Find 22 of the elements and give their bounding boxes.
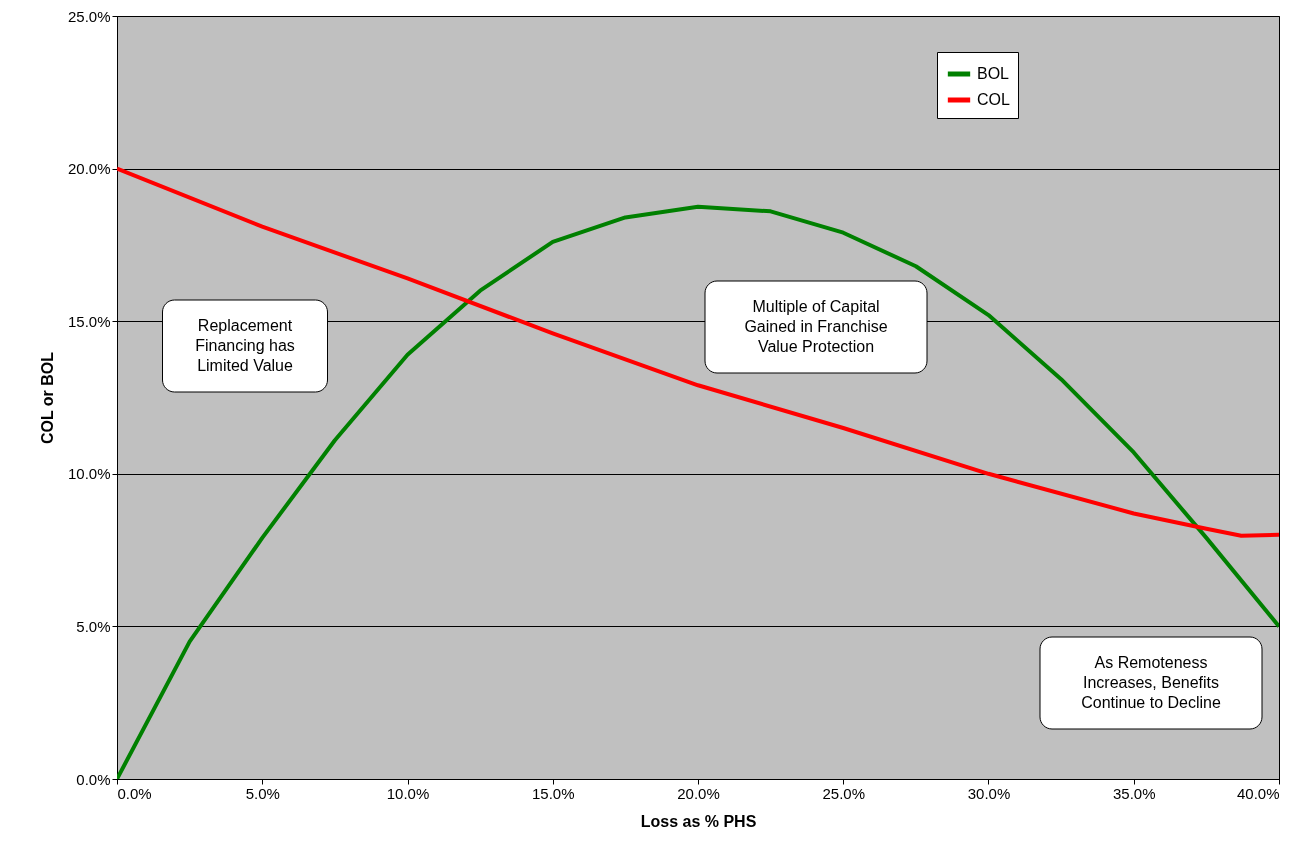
y-tick-label: 0.0% xyxy=(76,770,111,788)
y-axis-title: COL or BOL xyxy=(38,351,56,445)
x-tick-label: 40.0% xyxy=(1236,784,1280,802)
y-tick-label: 10.0% xyxy=(67,465,111,483)
legend-label: BOL xyxy=(977,65,1010,82)
y-tick-label: 20.0% xyxy=(67,160,111,178)
x-tick-label: 25.0% xyxy=(822,784,866,802)
y-tick-label: 25.0% xyxy=(67,7,111,25)
x-tick-label: 0.0% xyxy=(117,784,152,802)
x-tick-label: 10.0% xyxy=(386,784,430,802)
annotation: Multiple of Capital Gained in Franchise Value Protection xyxy=(744,298,888,355)
y-tick-label: 15.0% xyxy=(67,312,111,330)
annotation: As Remoteness Increases, Benefits Continue to Decline xyxy=(1081,654,1221,711)
x-tick-label: 5.0% xyxy=(245,784,280,802)
x-tick-label: 15.0% xyxy=(531,784,575,802)
annotation: Replacement Financing has Limited Value xyxy=(195,317,295,374)
x-axis-title: Loss as % PHS xyxy=(640,812,757,830)
legend-label: COL xyxy=(977,91,1010,108)
y-tick-label: 5.0% xyxy=(76,617,111,635)
x-tick-label: 30.0% xyxy=(967,784,1011,802)
x-tick-label: 35.0% xyxy=(1112,784,1156,802)
x-tick-label: 20.0% xyxy=(677,784,720,802)
